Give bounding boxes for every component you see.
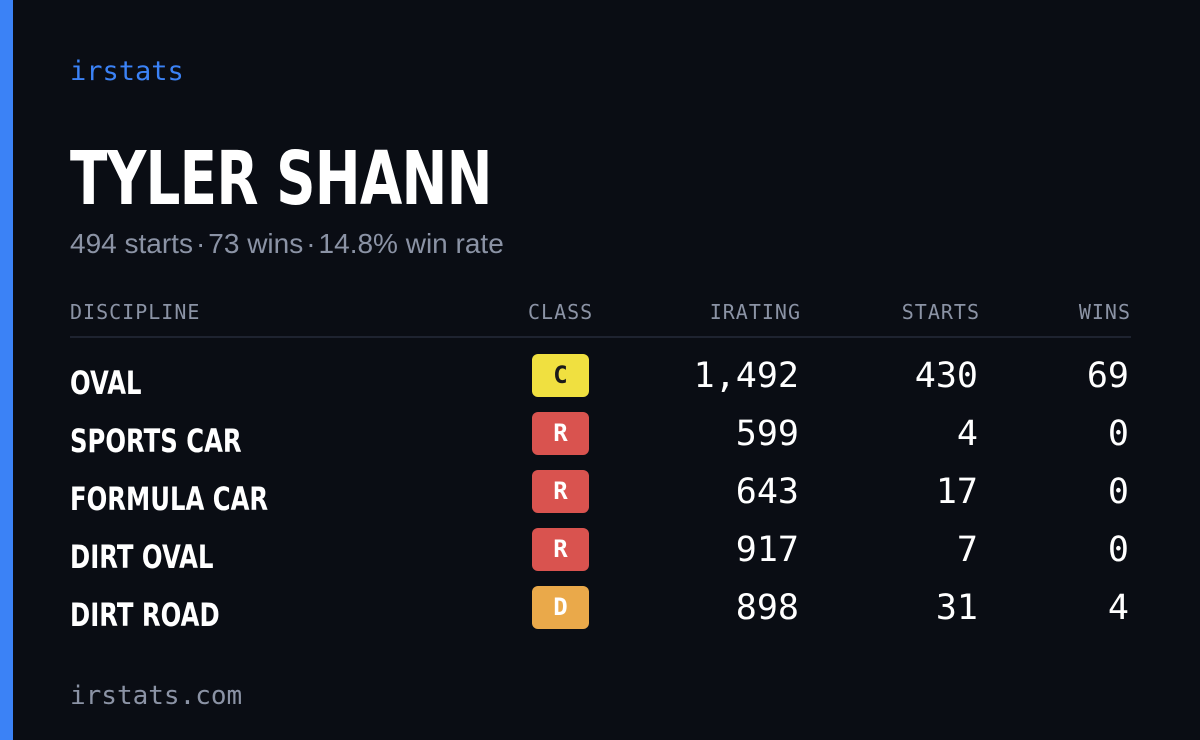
column-header-starts: STARTS <box>901 300 980 324</box>
irating-value: 1,492 <box>693 356 799 396</box>
accent-bar <box>0 0 13 740</box>
discipline-name: FORMULA CAR <box>70 480 269 518</box>
starts-value: 31 <box>935 588 978 628</box>
discipline-name: SPORTS CAR <box>70 422 242 460</box>
class-badge: C <box>532 354 589 397</box>
total-wins: 73 wins <box>208 228 304 259</box>
column-header-class: CLASS <box>528 300 594 324</box>
column-header-irating: IRATING <box>709 300 801 324</box>
starts-value: 17 <box>935 472 978 512</box>
table-row: FORMULA CAR R 643 17 0 <box>70 470 1131 528</box>
class-badge: R <box>532 412 589 455</box>
irating-value: 917 <box>735 530 799 570</box>
class-badge: R <box>532 528 589 571</box>
table-row: DIRT OVAL R 917 7 0 <box>70 528 1131 586</box>
irating-value: 643 <box>735 472 799 512</box>
starts-value: 4 <box>956 414 978 454</box>
separator-dot: · <box>195 228 206 259</box>
discipline-name: DIRT OVAL <box>70 538 214 576</box>
irating-value: 898 <box>735 588 799 628</box>
table-header: DISCIPLINE CLASS IRATING STARTS WINS <box>70 298 1131 338</box>
table-row: SPORTS CAR R 599 4 0 <box>70 412 1131 470</box>
class-badge: D <box>532 586 589 629</box>
wins-value: 0 <box>1107 414 1129 454</box>
starts-value: 430 <box>914 356 978 396</box>
win-rate: 14.8% win rate <box>318 228 504 259</box>
table-row: DIRT ROAD D 898 31 4 <box>70 586 1131 644</box>
driver-summary: 494 starts · 73 wins · 14.8% win rate <box>70 228 504 260</box>
wins-value: 69 <box>1086 356 1129 396</box>
driver-name: TYLER SHANN <box>70 136 492 222</box>
wins-value: 0 <box>1107 472 1129 512</box>
discipline-name: OVAL <box>70 364 142 402</box>
footer-url[interactable]: irstats.com <box>70 681 243 711</box>
column-header-discipline: DISCIPLINE <box>70 300 201 324</box>
separator-dot: · <box>306 228 316 259</box>
wins-value: 0 <box>1107 530 1129 570</box>
table-row: OVAL C 1,492 430 69 <box>70 354 1131 412</box>
column-header-wins: WINS <box>1078 300 1131 324</box>
wins-value: 4 <box>1107 588 1129 628</box>
class-badge: R <box>532 470 589 513</box>
brand-logo[interactable]: irstats <box>70 56 184 87</box>
starts-value: 7 <box>956 530 978 570</box>
total-starts: 494 starts <box>70 228 193 259</box>
irating-value: 599 <box>735 414 799 454</box>
discipline-name: DIRT ROAD <box>70 596 220 634</box>
